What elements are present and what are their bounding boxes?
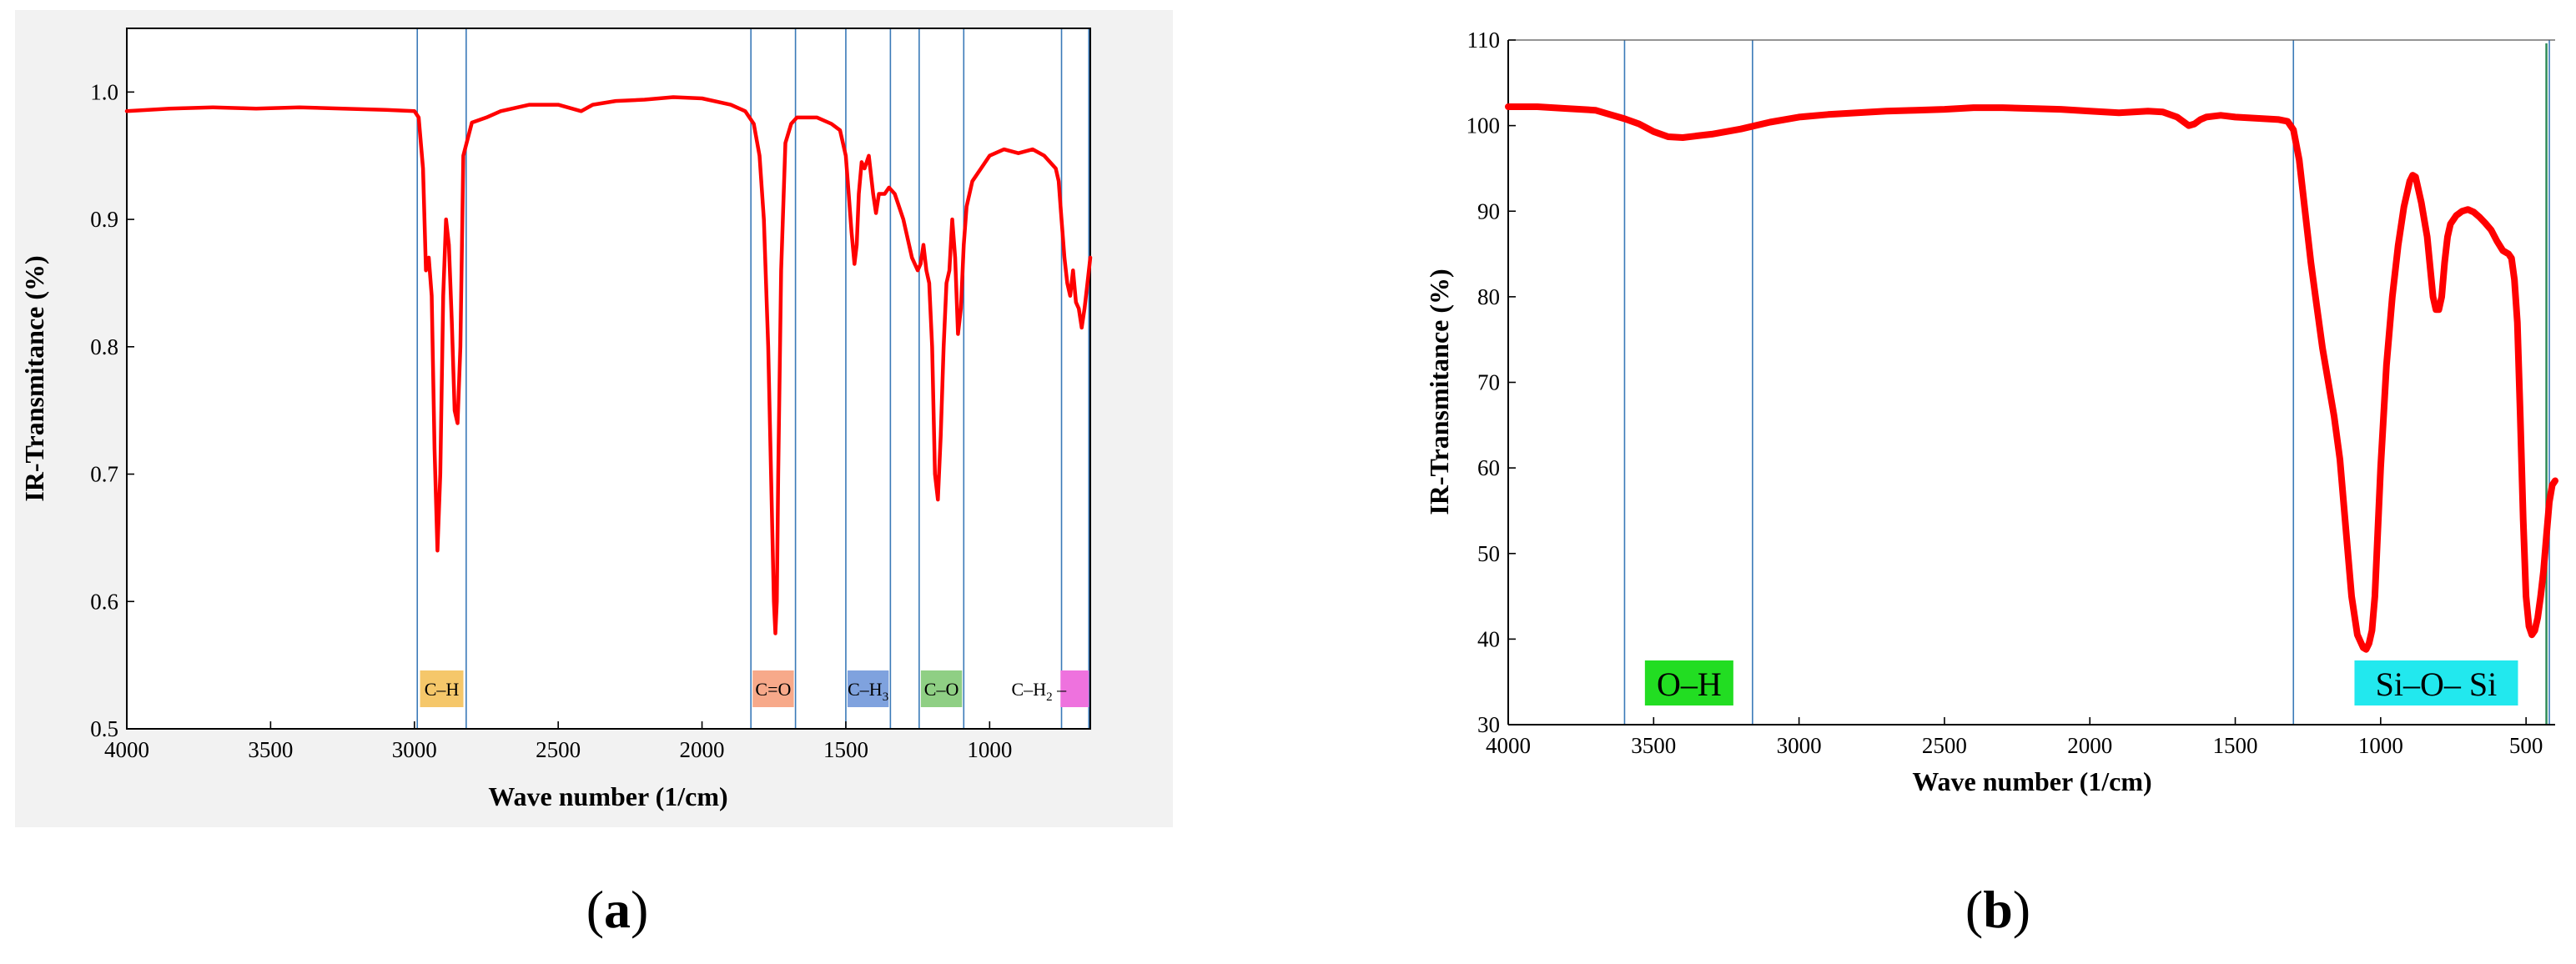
band-label: C–H2 –: [1012, 679, 1068, 704]
band-label-tail: –: [1053, 679, 1068, 700]
band-label: C–O: [924, 679, 959, 700]
x-tick-label: 3000: [1777, 733, 1822, 758]
band-label-box: [2354, 660, 2518, 705]
panel-b-ticks: 4000 3500 3000 2500 2000 1500 1000 500 30 40 50 60 7…: [1467, 28, 2543, 758]
band-label-box: [420, 670, 464, 707]
panel-a-caption-open: (: [586, 880, 604, 939]
y-tick-label: 0.9: [90, 207, 118, 232]
y-tick-label: 90: [1477, 198, 1500, 223]
panel-a-caption-close: ): [631, 880, 648, 939]
panel-a-caption-letter: a: [604, 880, 631, 939]
x-tick-label: 2500: [1922, 733, 1967, 758]
panel-b-caption: (b): [1965, 880, 2030, 939]
y-tick-label: 100: [1467, 113, 1501, 138]
y-tick-label: 40: [1477, 626, 1500, 651]
x-tick-label: 3500: [1631, 733, 1676, 758]
panel-b-spectrum-line: [1505, 103, 2558, 653]
x-tick-label: 2000: [2067, 733, 2112, 758]
panel-a-bands: C–H C=O C–H3 C–O C–H2 –: [416, 28, 1090, 729]
panel-b-x-axis-title: Wave number (1/cm): [1912, 766, 2151, 796]
panel-b-caption-letter: b: [1983, 880, 2013, 939]
panel-b-caption-open: (: [1965, 880, 1983, 939]
x-tick-label: 1500: [2213, 733, 2258, 758]
panel-a-spectrum-line: [124, 95, 1093, 635]
panel-b-caption-close: ): [2013, 880, 2030, 939]
y-tick-label: 0.8: [90, 334, 118, 359]
x-tick-label: 4000: [104, 737, 149, 762]
band-label: Si–O– Si: [2376, 665, 2498, 703]
x-tick-label: 1500: [823, 737, 868, 762]
x-tick-label: 2000: [680, 737, 725, 762]
x-tick-label: 3000: [392, 737, 437, 762]
x-tick-label: 1000: [967, 737, 1012, 762]
band-label-text: C–H: [1012, 679, 1047, 700]
y-tick-label: 30: [1477, 712, 1500, 737]
panel-a-axes: [126, 28, 1091, 730]
panel-b-plot-area: [1508, 40, 2555, 725]
x-tick-label: 3500: [248, 737, 293, 762]
y-tick-label: 0.5: [90, 716, 118, 741]
y-tick-label: 60: [1477, 455, 1500, 480]
band-label: O–H: [1657, 665, 1722, 703]
y-tick-label: 1.0: [90, 79, 118, 104]
y-tick-label: 80: [1477, 284, 1500, 309]
band-label-subscript: 3: [883, 690, 889, 704]
panel-a-x-axis-title: Wave number (1/cm): [488, 781, 727, 811]
x-tick-label: 1000: [2358, 733, 2403, 758]
band-label-box: [920, 670, 963, 707]
panel-a-y-axis-title: IR-Transmitance (%): [19, 255, 49, 501]
y-tick-label: 50: [1477, 541, 1500, 566]
band-label: C–H: [425, 679, 460, 700]
band-label-text: C–H: [848, 679, 883, 700]
x-tick-label: 4000: [1486, 733, 1531, 758]
y-tick-label: 70: [1477, 370, 1500, 395]
panel-b-bands: O–H Si–O– Si: [1623, 40, 2550, 725]
band-label-box: [1644, 660, 1733, 705]
panel-b-y-axis-title: IR-Transmitance (%): [1424, 269, 1454, 515]
band-label-subscript: 2: [1046, 690, 1053, 704]
y-tick-label: 0.6: [90, 589, 118, 614]
y-tick-label: 110: [1467, 28, 1501, 53]
band-label-box: [752, 670, 794, 707]
panel-a-ticks: 4000 3500 3000 2500 2000 1500 1000 0.5 0.6 0.7 0.8…: [90, 79, 1012, 762]
band-label: C–H3: [848, 679, 888, 704]
panel-a-plot-area: [127, 28, 1090, 729]
band-label-text: C–H: [425, 679, 460, 700]
x-tick-label: 500: [2509, 733, 2543, 758]
band-label-box: [847, 670, 889, 707]
plot-frame: [126, 28, 1091, 730]
band-label-box: [1060, 670, 1089, 707]
band-label: C=O: [755, 679, 791, 700]
band-label-text: C–O: [924, 679, 959, 700]
x-tick-label: 2500: [536, 737, 581, 762]
panel-a: C–H C=O C–H3 C–O C–H2 – 4000 3500 3000 2500 2000…: [15, 10, 1173, 827]
band-label-text: C=O: [755, 679, 791, 700]
panel-b: O–H Si–O– Si 4000 3500 3000 2500 2000 1500 1000…: [1424, 28, 2558, 796]
panel-a-caption: (a): [586, 880, 649, 939]
y-tick-label: 0.7: [90, 462, 118, 487]
